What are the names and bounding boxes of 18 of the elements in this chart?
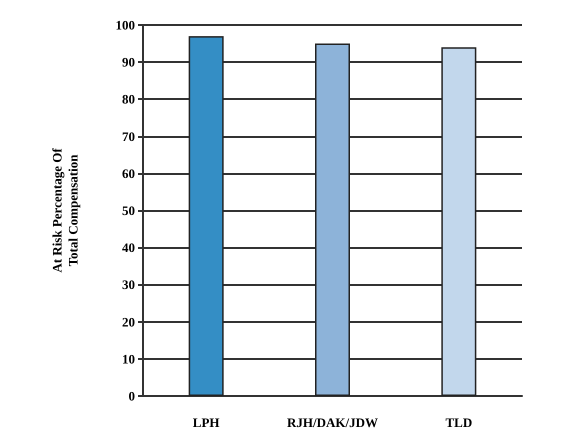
bar: [188, 36, 224, 396]
y-tick-label: 20: [122, 314, 135, 330]
y-tick-label: 30: [122, 277, 135, 292]
bar: [441, 47, 476, 396]
y-axis-title: At Risk Percentage Of Total Compensation: [50, 148, 80, 273]
y-tick-label: 40: [122, 240, 135, 256]
y-tick-label: 60: [122, 166, 135, 181]
y-tick-label: 70: [122, 128, 135, 144]
y-tick-label: 10: [122, 351, 135, 366]
y-tick-label: 100: [116, 18, 135, 32]
x-tick-label: LPH: [192, 415, 220, 430]
y-tick-label: 80: [122, 92, 135, 107]
x-tick-label: RJH/DAK/JDW: [287, 415, 378, 430]
x-tick-label: TLD: [445, 415, 472, 430]
y-tick-label: 0: [128, 388, 135, 404]
bar: [315, 44, 350, 396]
y-tick-label: 50: [122, 203, 135, 218]
y-tick-label: 90: [122, 54, 135, 70]
